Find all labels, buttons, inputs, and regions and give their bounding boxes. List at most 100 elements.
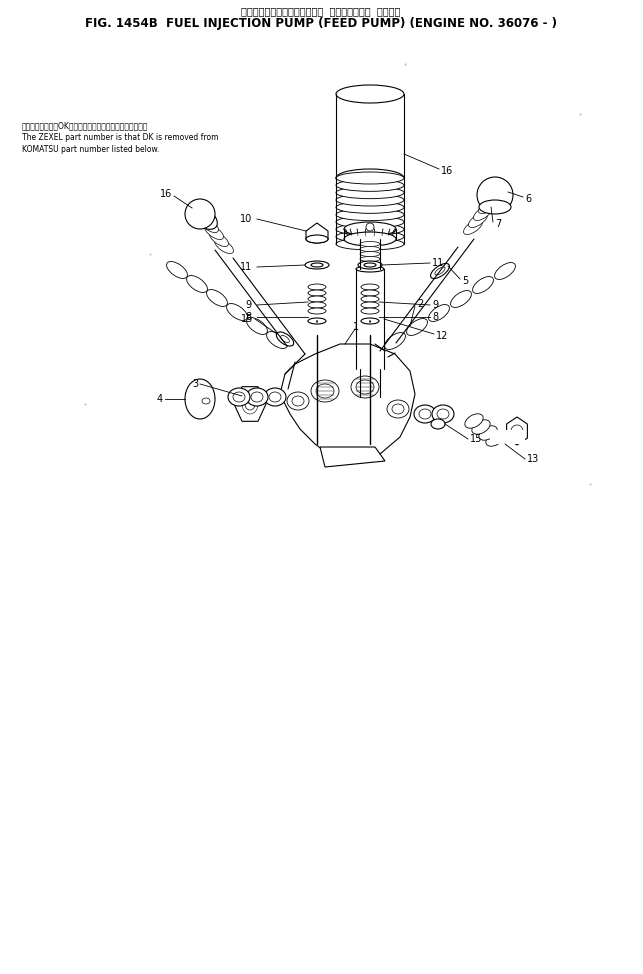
Ellipse shape (246, 318, 267, 334)
Ellipse shape (308, 308, 326, 314)
Ellipse shape (360, 372, 380, 378)
Ellipse shape (361, 296, 379, 302)
Ellipse shape (206, 289, 228, 307)
Ellipse shape (364, 263, 376, 267)
Ellipse shape (344, 222, 396, 236)
Ellipse shape (392, 404, 404, 414)
Ellipse shape (336, 85, 404, 103)
Ellipse shape (360, 246, 380, 251)
Ellipse shape (316, 384, 334, 398)
Ellipse shape (360, 251, 380, 256)
Ellipse shape (204, 224, 224, 240)
Ellipse shape (336, 238, 404, 250)
Ellipse shape (356, 366, 384, 372)
Ellipse shape (226, 304, 248, 320)
Ellipse shape (336, 172, 404, 184)
Ellipse shape (360, 389, 380, 394)
Text: 1: 1 (353, 322, 359, 332)
Polygon shape (320, 447, 385, 467)
Ellipse shape (344, 232, 396, 246)
Ellipse shape (360, 384, 380, 389)
Text: フェルインジェクションポンプ  フィードポンプ  適用号機: フェルインジェクションポンプ フィードポンプ 適用号機 (241, 6, 401, 16)
Ellipse shape (308, 296, 326, 302)
Text: 16: 16 (441, 166, 453, 176)
Ellipse shape (191, 206, 217, 229)
Ellipse shape (308, 284, 326, 290)
Ellipse shape (306, 235, 328, 243)
Circle shape (477, 177, 513, 213)
Ellipse shape (336, 223, 404, 236)
Ellipse shape (473, 206, 493, 220)
Ellipse shape (356, 380, 374, 394)
Text: 11: 11 (240, 262, 252, 272)
Text: 8: 8 (432, 312, 438, 322)
Bar (360, 369, 380, 397)
Text: 10: 10 (240, 214, 252, 224)
Ellipse shape (360, 267, 380, 272)
Ellipse shape (311, 380, 339, 402)
Ellipse shape (437, 409, 449, 419)
Ellipse shape (246, 388, 268, 406)
Ellipse shape (486, 431, 504, 446)
Ellipse shape (406, 318, 428, 335)
Ellipse shape (306, 235, 328, 243)
Ellipse shape (308, 318, 326, 324)
Polygon shape (507, 417, 527, 445)
Text: 16: 16 (159, 189, 172, 199)
Ellipse shape (280, 335, 289, 343)
Text: KOMATSU part number listed below.: KOMATSU part number listed below. (22, 144, 159, 154)
Ellipse shape (251, 392, 263, 402)
Ellipse shape (473, 277, 493, 293)
Ellipse shape (361, 284, 379, 290)
Ellipse shape (336, 169, 404, 187)
Ellipse shape (361, 290, 379, 296)
Bar (356, 269, 384, 369)
Ellipse shape (245, 398, 255, 410)
Ellipse shape (292, 396, 304, 406)
Text: FIG. 1454B  FUEL INJECTION PUMP (FEED PUMP) (ENGINE NO. 36076 - ): FIG. 1454B FUEL INJECTION PUMP (FEED PUM… (85, 18, 557, 30)
Ellipse shape (336, 187, 404, 199)
Ellipse shape (287, 392, 309, 410)
Ellipse shape (308, 290, 326, 296)
Ellipse shape (336, 216, 404, 228)
Ellipse shape (435, 267, 445, 275)
Text: 13: 13 (527, 454, 539, 464)
Ellipse shape (336, 202, 404, 213)
Text: 5: 5 (462, 276, 468, 286)
Ellipse shape (360, 394, 380, 399)
Bar (360, 239, 380, 269)
Text: 8: 8 (246, 312, 252, 322)
Polygon shape (280, 344, 415, 461)
Polygon shape (306, 223, 328, 239)
Ellipse shape (464, 219, 482, 235)
Ellipse shape (479, 426, 497, 440)
Ellipse shape (186, 276, 208, 292)
Ellipse shape (264, 388, 286, 406)
Text: 15: 15 (240, 314, 253, 324)
Ellipse shape (276, 332, 294, 346)
Ellipse shape (478, 199, 498, 213)
Ellipse shape (472, 420, 490, 434)
Text: 7: 7 (495, 219, 502, 229)
Ellipse shape (431, 264, 449, 279)
Ellipse shape (360, 242, 380, 246)
Ellipse shape (167, 262, 187, 279)
Circle shape (511, 425, 523, 437)
Text: 9: 9 (246, 300, 252, 310)
Ellipse shape (419, 409, 431, 419)
Ellipse shape (387, 400, 409, 418)
Circle shape (185, 199, 215, 229)
Ellipse shape (269, 392, 281, 402)
Ellipse shape (210, 232, 228, 246)
Ellipse shape (385, 332, 406, 350)
Polygon shape (234, 387, 266, 422)
Ellipse shape (356, 266, 384, 272)
Ellipse shape (215, 239, 233, 253)
Ellipse shape (233, 392, 245, 402)
Ellipse shape (414, 405, 436, 423)
Ellipse shape (360, 256, 380, 261)
Ellipse shape (336, 231, 404, 243)
Ellipse shape (305, 261, 329, 269)
Text: 2: 2 (417, 299, 423, 309)
Text: 3: 3 (192, 379, 198, 389)
